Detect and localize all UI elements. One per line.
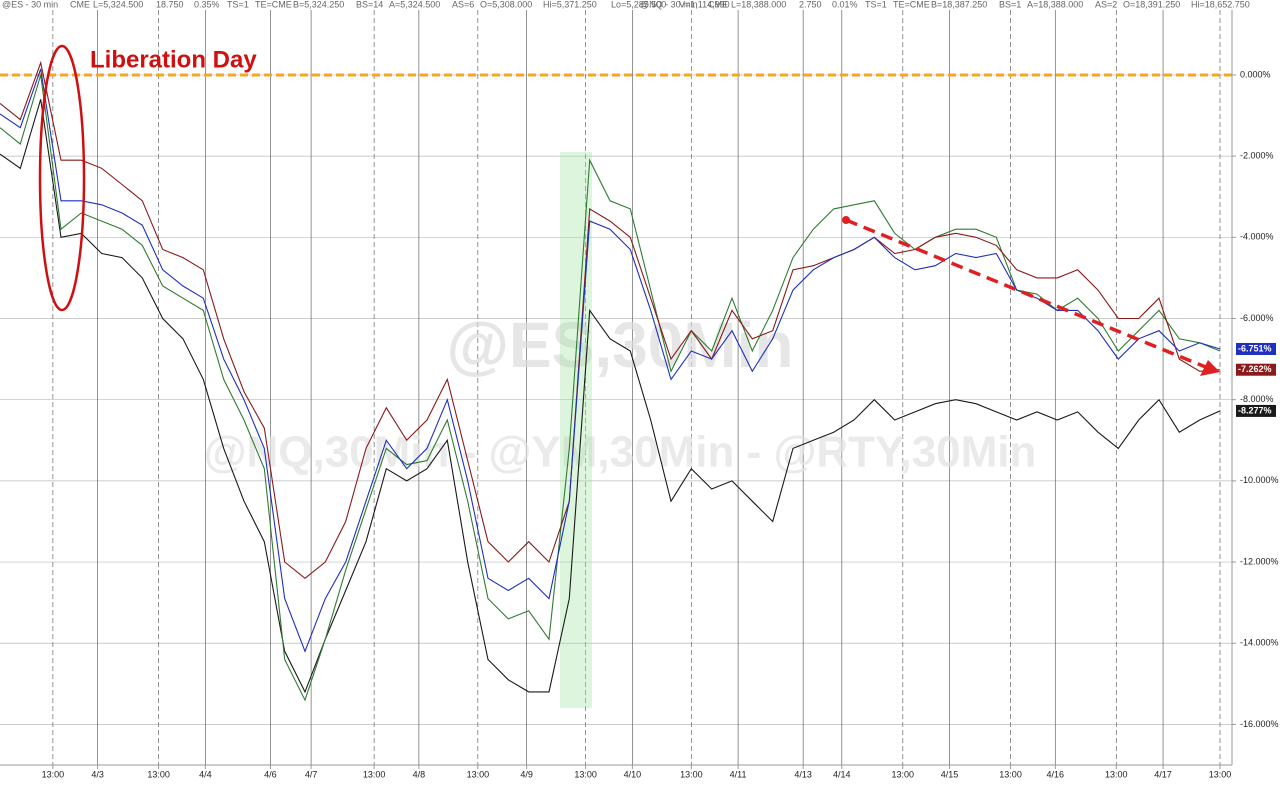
x-tick-label: 4/10: [624, 769, 642, 779]
header-field: AS=2: [1095, 0, 1117, 9]
header-field: 18.750: [156, 0, 184, 9]
value-label: -7.262%: [1238, 364, 1272, 374]
x-tick-label: 13:00: [574, 769, 597, 779]
trend-arrow: [845, 218, 1209, 370]
header-field: L=5,324.500: [93, 0, 143, 9]
value-label-box: [1236, 363, 1276, 376]
x-tick-label: 13:00: [467, 769, 490, 779]
x-tick-label: 13:00: [680, 769, 703, 779]
y-tick-label: -6.000%: [1240, 313, 1274, 323]
x-tick-label: 4/7: [305, 769, 318, 779]
x-tick-label: 13:00: [1209, 769, 1232, 779]
header-field: Hi=5,371.250: [543, 0, 597, 9]
header-field: A=18,388.000: [1027, 0, 1083, 9]
header-field: 0.35%: [194, 0, 220, 9]
header-field: 2.750: [799, 0, 822, 9]
y-tick-label: -10.000%: [1240, 475, 1279, 485]
labels: 0.000% -2.000% -4.000% -6.000% -8.000% -10.00…: [42, 69, 1279, 779]
header-field: Lo=5,285.500: [611, 0, 666, 9]
header-field: TE=CME: [893, 0, 930, 9]
value-label: -6.751%: [1238, 343, 1272, 353]
arrow-start: [842, 216, 850, 224]
x-tick-label: 13:00: [363, 769, 386, 779]
annotation: Liberation Day: [90, 46, 257, 73]
header-field: AS=6: [452, 0, 474, 9]
header: @ES - 30 min CME L=5,324.500 18.750 0.35% TS=…: [2, 0, 1250, 9]
series-line: [0, 99, 1221, 694]
x-tick-label: 4/8: [413, 769, 426, 779]
header-field: Hi=18,652.750: [1191, 0, 1250, 9]
x-tick-label: 4/9: [520, 769, 533, 779]
x-tick-label: 4/15: [941, 769, 959, 779]
header-field: CME: [708, 0, 728, 9]
watermark: @NQ,30Min - @YM,30Min - @RTY,30Min: [204, 428, 1037, 477]
x-tick-label: 13:00: [892, 769, 915, 779]
highlight-ellipse: [38, 44, 86, 312]
y-tick-label: -14.000%: [1240, 638, 1279, 648]
y-tick-label: -16.000%: [1240, 719, 1279, 729]
x-tick-label: 4/3: [91, 769, 104, 779]
x-tick-label: 13:00: [42, 769, 65, 779]
header-field: 0.01%: [832, 0, 858, 9]
x-tick-label: 4/17: [1154, 769, 1172, 779]
value-label-box: [1236, 342, 1276, 355]
y-tick-label: -2.000%: [1240, 151, 1274, 161]
header-field: BS=1: [999, 0, 1021, 9]
x-tick-label: 4/16: [1047, 769, 1065, 779]
x-tick-label: 4/6: [264, 769, 277, 779]
x-tick-label: 4/14: [833, 769, 851, 779]
series-line: [0, 68, 1221, 653]
x-tick-label: 4/13: [794, 769, 812, 779]
y-tick-label: -12.000%: [1240, 556, 1279, 566]
header-field: TS=1: [865, 0, 887, 9]
x-tick-label: 4/11: [730, 769, 747, 779]
x-tick-label: 13:00: [1105, 769, 1128, 779]
series-line: [0, 60, 1221, 580]
header-field: @ES - 30 min: [2, 0, 58, 9]
value-label: -8.277%: [1238, 405, 1272, 415]
header-field: @NQ - 30 min: [640, 0, 698, 9]
arrow-head: [1200, 360, 1220, 376]
header-field: B=5,324.250: [293, 0, 344, 9]
y-tick-label: -4.000%: [1240, 232, 1274, 242]
header-field: O=5,308.000: [480, 0, 532, 9]
header-field: BS=14: [356, 0, 383, 9]
series: [0, 60, 1221, 702]
y-tick-label: -8.000%: [1240, 394, 1274, 404]
header-field: L=18,388.000: [731, 0, 786, 9]
header-field: V=1,114,990: [679, 0, 730, 9]
header-field: O=18,391.250: [1123, 0, 1180, 9]
header-field: B=18,387.250: [931, 0, 987, 9]
header-field: CME: [70, 0, 90, 9]
header-field: TE=CME: [255, 0, 292, 9]
header-field: A=5,324.500: [389, 0, 440, 9]
highlight-region: [560, 152, 592, 708]
x-tick-label: 4/4: [199, 769, 212, 779]
y-tick-label: 0.000%: [1240, 69, 1271, 79]
header-field: TS=1: [227, 0, 249, 9]
x-tick-label: 13:00: [147, 769, 170, 779]
x-tick-label: 13:00: [999, 769, 1022, 779]
value-label-box: [1236, 404, 1276, 417]
